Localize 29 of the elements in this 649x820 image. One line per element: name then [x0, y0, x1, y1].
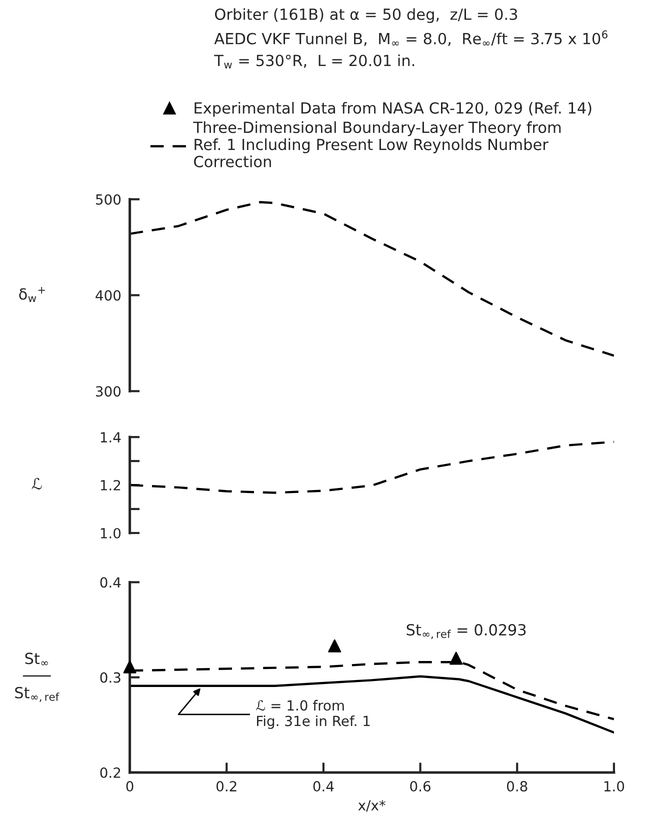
y-tick-label: 1.2: [100, 480, 120, 490]
point: [123, 660, 136, 674]
annotation: ℒ = 1.0 from Fig. 31e in Ref. 1: [256, 700, 370, 729]
y-axis-title: δ$_{w}$$^{+}$: [19, 286, 45, 302]
legend-label: Three-Dimensional Boundary-Layer Theory from Ref. 1 Including Present Low Reynolds Number Correction: [193, 121, 561, 168]
line-series: [130, 201, 614, 357]
x-tick-label: 0.6: [410, 781, 430, 792]
y-tick-label: 0.3: [100, 672, 120, 683]
line-series: [130, 675, 614, 734]
x-axis-title: x/x*: [358, 800, 386, 812]
y-tick-label: 300: [96, 386, 121, 397]
y-tick-label: 1.0: [100, 528, 121, 538]
y-tick-label: 0.2: [100, 767, 120, 778]
y-tick-label: 500: [96, 194, 121, 205]
legend-label: Experimental Data from NASA CR-120, 029 (Ref. 14): [194, 102, 592, 117]
y-axis-title: ℒ: [32, 478, 42, 490]
annotation: St$_{∞,ref}$ = 0.0293: [406, 624, 526, 640]
x-tick-label: 0.2: [216, 781, 236, 792]
x-tick-label: 0: [126, 781, 134, 792]
x-tick-label: 0.8: [506, 781, 528, 792]
y-tick-label: 1.4: [100, 432, 121, 442]
y-tick-label: 400: [96, 290, 121, 301]
point: [328, 639, 342, 652]
y-axis-title: St$_{∞}$ ─── St$_{∞,ref}$: [15, 652, 60, 702]
point: [450, 652, 463, 665]
x-tick-label: 0.4: [313, 781, 334, 792]
x-tick-label: 1.0: [604, 781, 624, 792]
chart-title: Orbiter (161B) at α = 50 deg, z/L = 0.3 AEDC VKF Tunnel B, M$_{∞}$ = 8.0, Re$_{∞}$/ft = 3.75 x 10$^{6}$ T$_{w}$ = 530°R, L = 20.01 in.: [214, 8, 608, 69]
y-tick-label: 0.4: [100, 577, 121, 588]
